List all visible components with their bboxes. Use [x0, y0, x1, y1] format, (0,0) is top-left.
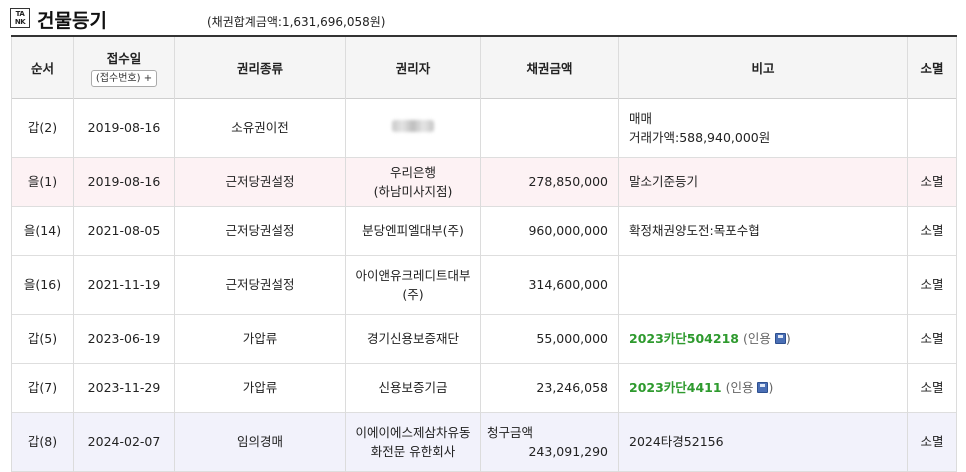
cell-right-type: 소유권이전	[174, 98, 346, 157]
cell-date: 2024-02-07	[73, 412, 175, 471]
col-order: 순서	[11, 36, 74, 98]
col-right-type: 권리종류	[174, 36, 346, 98]
cell-holder: 신용보증기금	[345, 363, 481, 412]
cell-note: 말소기준등기	[618, 157, 908, 206]
cite-close: )	[768, 380, 774, 395]
cell-date: 2021-08-05	[73, 206, 175, 255]
cell-amount: 278,850,000	[480, 157, 619, 206]
logo-text-bottom: NK	[14, 18, 26, 26]
table-row: 갑(2) 2019-08-16 소유권이전 매매 거래가액:588,940,00…	[11, 98, 957, 157]
cell-extinct: 소멸	[907, 157, 957, 206]
holder-line: (주)	[402, 286, 424, 302]
page-title: 건물등기	[37, 10, 107, 32]
cite-close: )	[785, 331, 791, 346]
cell-extinct: 소멸	[907, 206, 957, 255]
cell-extinct: 소멸	[907, 363, 957, 412]
cell-note: 확정채권양도전:목포수협	[618, 206, 908, 255]
cell-holder: 경기신용보증재단	[345, 314, 481, 363]
blurred-holder-name	[392, 120, 434, 132]
cell-extinct: 소멸	[907, 412, 957, 471]
cell-amount: 55,000,000	[480, 314, 619, 363]
cell-order: 갑(5)	[11, 314, 74, 363]
table-row: 갑(8) 2024-02-07 임의경매 이에이에스제삼차유동 화전문 유한회사…	[11, 412, 957, 471]
cell-holder: 이에이에스제삼차유동 화전문 유한회사	[345, 412, 481, 471]
logo-text-top: TA	[15, 10, 25, 18]
case-number-link[interactable]: 2023카단504218	[629, 331, 739, 346]
claim-amount-label: 청구금액	[487, 424, 534, 440]
cell-holder: 아이앤유크레디트대부 (주)	[345, 255, 481, 314]
table-row: 갑(7) 2023-11-29 가압류 신용보증기금 23,246,058 20…	[11, 363, 957, 412]
table-row: 을(16) 2021-11-19 근저당권설정 아이앤유크레디트대부 (주) 3…	[11, 255, 957, 314]
cell-date: 2019-08-16	[73, 98, 175, 157]
cell-right-type: 가압류	[174, 314, 346, 363]
cell-right-type: 임의경매	[174, 412, 346, 471]
cell-right-type: 근저당권설정	[174, 206, 346, 255]
col-note: 비고	[618, 36, 908, 98]
cell-holder: 분당엔피엘대부(주)	[345, 206, 481, 255]
table-row: 갑(5) 2023-06-19 가압류 경기신용보증재단 55,000,000 …	[11, 314, 957, 363]
cell-amount: 청구금액 243,091,290	[480, 412, 619, 471]
note-line: 거래가액:588,940,000원	[629, 129, 771, 145]
cell-order: 갑(7)	[11, 363, 74, 412]
table-row: 을(14) 2021-08-05 근저당권설정 분당엔피엘대부(주) 960,0…	[11, 206, 957, 255]
col-holder: 권리자	[345, 36, 481, 98]
receipt-number-toggle-button[interactable]: (접수번호) +	[90, 69, 158, 87]
holder-line: 화전문 유한회사	[370, 443, 456, 459]
cell-order: 을(1)	[11, 157, 74, 206]
cell-note: 2024타경52156	[618, 412, 908, 471]
cell-note: 2023카단4411 (인용 )	[618, 363, 908, 412]
table-header-row: 순서 접수일 (접수번호) + 권리종류 권리자 채권금액 비고 소멸	[11, 36, 957, 98]
cell-order: 갑(2)	[11, 98, 74, 157]
save-document-icon[interactable]	[774, 333, 786, 344]
holder-line: (하남미사지점)	[373, 183, 453, 199]
total-claim-amount: (채권합계금액:1,631,696,058원)	[207, 15, 386, 29]
holder-line: 이에이에스제삼차유동	[355, 424, 471, 440]
cell-extinct: 소멸	[907, 314, 957, 363]
cite-label: (인용	[742, 331, 771, 346]
cell-amount	[480, 98, 619, 157]
cell-note: 매매 거래가액:588,940,000원	[618, 98, 908, 157]
cell-right-type: 근저당권설정	[174, 255, 346, 314]
cell-holder: 우리은행 (하남미사지점)	[345, 157, 481, 206]
cell-holder	[345, 98, 481, 157]
cell-extinct	[907, 98, 957, 157]
cell-note: 2023카단504218 (인용 )	[618, 314, 908, 363]
col-date: 접수일 (접수번호) +	[73, 36, 175, 98]
table-row: 을(1) 2019-08-16 근저당권설정 우리은행 (하남미사지점) 278…	[11, 157, 957, 206]
cell-order: 을(16)	[11, 255, 74, 314]
cell-order: 을(14)	[11, 206, 74, 255]
section-header: TA NK 건물등기 (채권합계금액:1,631,696,058원)	[0, 0, 966, 34]
registry-table: 순서 접수일 (접수번호) + 권리종류 권리자 채권금액 비고 소멸 갑(2)…	[11, 35, 957, 472]
col-amount: 채권금액	[480, 36, 619, 98]
save-document-icon[interactable]	[757, 382, 769, 393]
claim-amount-value: 243,091,290	[528, 443, 608, 459]
cell-right-type: 가압류	[174, 363, 346, 412]
col-extinct: 소멸	[907, 36, 957, 98]
holder-line: 우리은행	[389, 164, 436, 180]
cell-right-type: 근저당권설정	[174, 157, 346, 206]
col-date-label: 접수일	[106, 50, 142, 66]
cell-order: 갑(8)	[11, 412, 74, 471]
cell-amount: 960,000,000	[480, 206, 619, 255]
holder-line: 아이앤유크레디트대부	[355, 267, 471, 283]
cell-note	[618, 255, 908, 314]
tank-logo: TA NK	[10, 8, 30, 28]
case-number-link[interactable]: 2023카단4411	[629, 380, 722, 395]
cell-date: 2019-08-16	[73, 157, 175, 206]
cite-label: (인용	[725, 380, 754, 395]
cell-amount: 23,246,058	[480, 363, 619, 412]
cell-date: 2023-06-19	[73, 314, 175, 363]
cell-date: 2021-11-19	[73, 255, 175, 314]
note-line: 매매	[629, 110, 653, 126]
cell-date: 2023-11-29	[73, 363, 175, 412]
cell-amount: 314,600,000	[480, 255, 619, 314]
cell-extinct: 소멸	[907, 255, 957, 314]
